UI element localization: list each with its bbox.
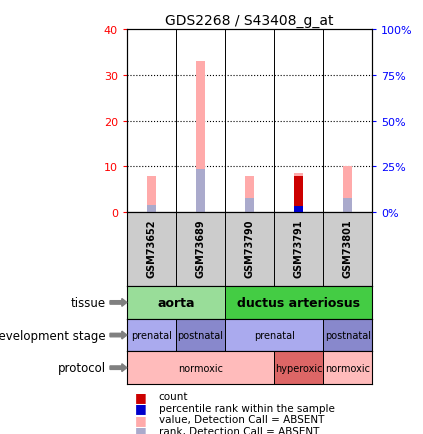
Text: prenatal: prenatal	[131, 330, 172, 340]
Text: tissue: tissue	[71, 296, 106, 309]
Bar	[294, 206, 303, 213]
Bar	[127, 319, 176, 352]
Bar	[294, 197, 303, 213]
Bar	[294, 176, 303, 213]
Bar	[147, 176, 156, 213]
Text: GSM73790: GSM73790	[244, 219, 255, 277]
Text: normoxic: normoxic	[325, 363, 370, 373]
Text: count: count	[159, 391, 188, 401]
Text: ■: ■	[135, 390, 147, 403]
Text: normoxic: normoxic	[178, 363, 223, 373]
Text: ■: ■	[135, 413, 147, 426]
Text: postnatal: postnatal	[325, 330, 371, 340]
Text: ■: ■	[135, 424, 147, 434]
Bar	[245, 176, 254, 213]
Bar	[176, 319, 225, 352]
Text: rank, Detection Call = ABSENT: rank, Detection Call = ABSENT	[159, 426, 319, 434]
Text: GSM73801: GSM73801	[343, 219, 353, 277]
Text: development stage: development stage	[0, 329, 106, 342]
Bar	[225, 319, 323, 352]
Bar	[225, 286, 372, 319]
Bar	[127, 286, 225, 319]
Text: GSM73652: GSM73652	[146, 219, 157, 277]
Bar	[147, 206, 156, 213]
Bar	[294, 174, 303, 213]
Text: ductus arteriosus: ductus arteriosus	[237, 296, 360, 309]
Bar	[323, 319, 372, 352]
Bar	[274, 352, 323, 384]
Text: prenatal: prenatal	[254, 330, 294, 340]
Title: GDS2268 / S43408_g_at: GDS2268 / S43408_g_at	[165, 14, 334, 28]
Bar	[343, 199, 352, 213]
Bar	[343, 167, 352, 213]
Text: postnatal: postnatal	[178, 330, 223, 340]
Text: GSM73689: GSM73689	[195, 219, 206, 277]
Text: percentile rank within the sample: percentile rank within the sample	[159, 403, 335, 413]
Text: hyperoxic: hyperoxic	[275, 363, 322, 373]
Bar	[196, 62, 205, 213]
Text: ■: ■	[135, 401, 147, 414]
Bar	[127, 352, 274, 384]
Bar	[245, 199, 254, 213]
Bar	[196, 169, 205, 213]
Text: value, Detection Call = ABSENT: value, Detection Call = ABSENT	[159, 414, 324, 424]
Bar	[323, 352, 372, 384]
Text: GSM73791: GSM73791	[294, 219, 304, 277]
Text: aorta: aorta	[157, 296, 195, 309]
Text: protocol: protocol	[58, 362, 106, 374]
